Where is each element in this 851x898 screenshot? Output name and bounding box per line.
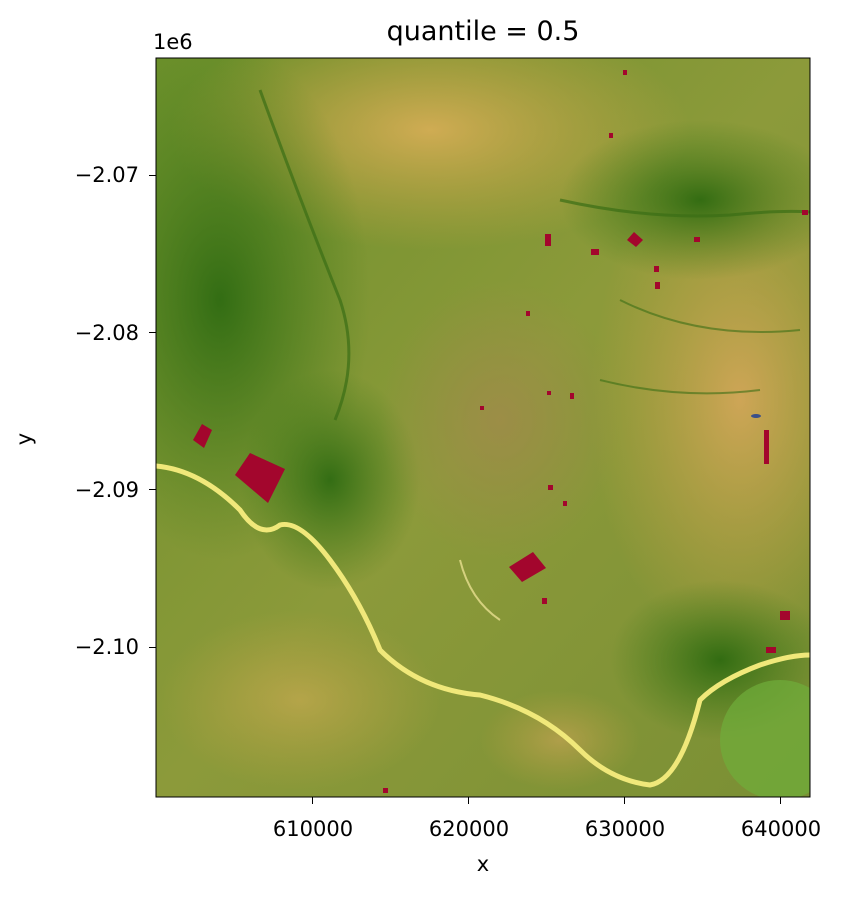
field-patch: [542, 598, 547, 604]
irrigated-southeast: [720, 680, 810, 797]
field-patch: [383, 788, 388, 793]
field-patch: [509, 552, 546, 582]
field-patch: [235, 453, 285, 503]
field-patch: [548, 485, 553, 490]
river: [156, 463, 810, 788]
x-tick-mark: [780, 797, 781, 804]
field-patch: [547, 391, 551, 395]
field-patch: [545, 234, 551, 246]
x-tick-label: 640000: [740, 817, 822, 841]
stream: [459, 559, 501, 621]
field-patch: [480, 406, 484, 410]
stream: [619, 299, 801, 333]
y-tick-label: −2.09: [74, 478, 139, 502]
water-body: [751, 414, 761, 418]
field-patch: [654, 266, 659, 272]
y-tick-mark: [149, 647, 156, 648]
field-patch: [694, 237, 700, 242]
dry-southwest: [160, 610, 440, 790]
field-patch: [623, 70, 627, 75]
forest-northeast: [560, 120, 810, 280]
field-patch: [764, 430, 769, 464]
field-patch: [627, 232, 643, 247]
field-patch: [526, 311, 530, 316]
axes-frame: [155, 57, 811, 798]
x-tick-mark: [312, 797, 313, 804]
x-tick-label: 630000: [584, 817, 666, 841]
field-patch: [570, 393, 574, 399]
field-patch: [609, 133, 613, 138]
x-axis-label: x: [476, 852, 490, 876]
plot-title: quantile = 0.5: [386, 16, 580, 47]
field-patch: [766, 647, 776, 653]
stream: [599, 379, 761, 395]
stream: [258, 89, 351, 421]
field-patch: [591, 249, 599, 255]
mixed-central: [380, 280, 620, 560]
x-tick-label: 620000: [428, 817, 510, 841]
x-tick-label: 610000: [272, 817, 354, 841]
stream: [559, 198, 810, 218]
axis-offset-text: 1e6: [153, 30, 193, 54]
y-tick-mark: [149, 175, 156, 176]
y-tick-mark: [149, 489, 156, 490]
forest-central-west: [240, 370, 420, 590]
x-tick-mark: [624, 797, 625, 804]
map-image: [156, 58, 810, 797]
y-tick-mark: [149, 332, 156, 333]
y-tick-label: −2.08: [74, 321, 139, 345]
field-patch: [802, 210, 808, 215]
y-tick-label: −2.10: [74, 635, 139, 659]
x-tick-mark: [468, 797, 469, 804]
field-patch: [655, 282, 660, 289]
field-patch: [563, 501, 567, 506]
y-tick-label: −2.07: [74, 163, 139, 187]
field-patch: [193, 424, 212, 448]
field-patch: [780, 611, 790, 620]
